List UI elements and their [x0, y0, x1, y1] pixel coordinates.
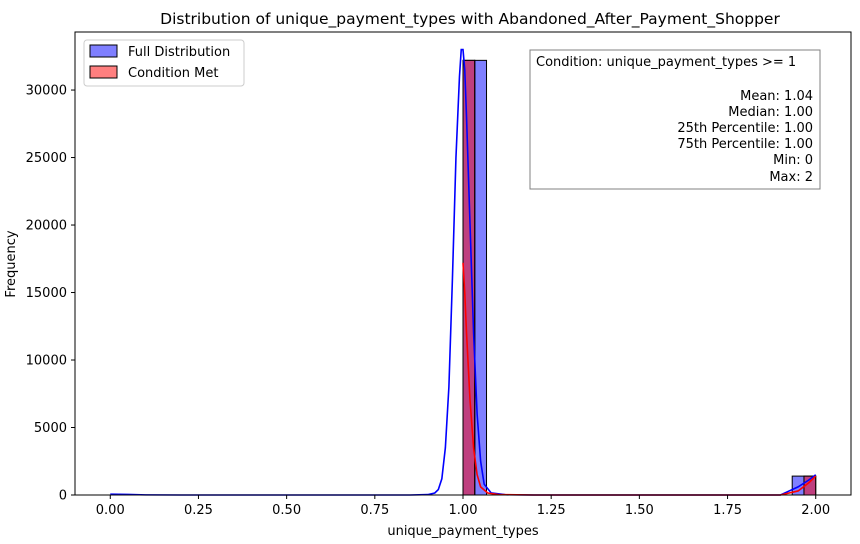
x-axis-label: unique_payment_types — [387, 524, 539, 539]
x-tick-label-3: 0.75 — [360, 503, 389, 518]
y-tick-label-5: 25000 — [26, 151, 67, 166]
x-axis: 0.00 0.25 0.50 0.75 1.00 1.25 1.50 1.75 2.00 — [96, 495, 830, 518]
y-tick-label-4: 20000 — [26, 219, 67, 234]
legend: Full Distribution Condition Met — [83, 39, 245, 87]
y-axis: 0 5000 10000 15000 20000 25000 30000 — [26, 84, 75, 504]
legend-swatch-condition-met — [89, 65, 118, 79]
y-tick-label-1: 5000 — [34, 421, 67, 436]
stats-box: Condition: unique_payment_types >= 1 Mea… — [529, 49, 821, 190]
x-tick-label-0: 0.00 — [96, 503, 125, 518]
stats-box-frame — [529, 49, 821, 190]
kde-line-condition-met — [462, 262, 817, 496]
stats-median: Median: 1.00 — [728, 105, 813, 120]
y-axis-label: Frequency — [4, 230, 19, 297]
legend-frame — [83, 39, 245, 87]
chart-title: Distribution of unique_payment_types wit… — [160, 10, 780, 29]
stats-max: Max: 2 — [769, 170, 813, 185]
x-tick-label-2: 0.50 — [272, 503, 301, 518]
y-tick-label-3: 15000 — [26, 286, 67, 301]
y-tick-label-2: 10000 — [26, 354, 67, 369]
legend-label-condition-met: Condition Met — [128, 66, 218, 81]
bar-full-distribution-1 — [474, 59, 488, 496]
stats-mean: Mean: 1.04 — [740, 89, 813, 104]
y-tick-label-6: 30000 — [26, 84, 67, 99]
stats-75th-percentile: 75th Percentile: 1.00 — [677, 137, 813, 152]
legend-swatch-full-distribution — [89, 44, 118, 58]
stats-heading: Condition: unique_payment_types >= 1 — [536, 55, 796, 70]
x-tick-label-7: 1.75 — [713, 503, 742, 518]
legend-label-full-distribution: Full Distribution — [128, 45, 230, 60]
y-tick-label-0: 0 — [59, 489, 67, 504]
x-tick-label-4: 1.00 — [449, 503, 478, 518]
x-tick-label-5: 1.25 — [537, 503, 566, 518]
x-tick-label-8: 2.00 — [801, 503, 830, 518]
x-tick-label-6: 1.50 — [625, 503, 654, 518]
stats-25th-percentile: 25th Percentile: 1.00 — [677, 121, 813, 136]
stats-min: Min: 0 — [773, 153, 813, 168]
x-tick-label-1: 0.25 — [184, 503, 213, 518]
